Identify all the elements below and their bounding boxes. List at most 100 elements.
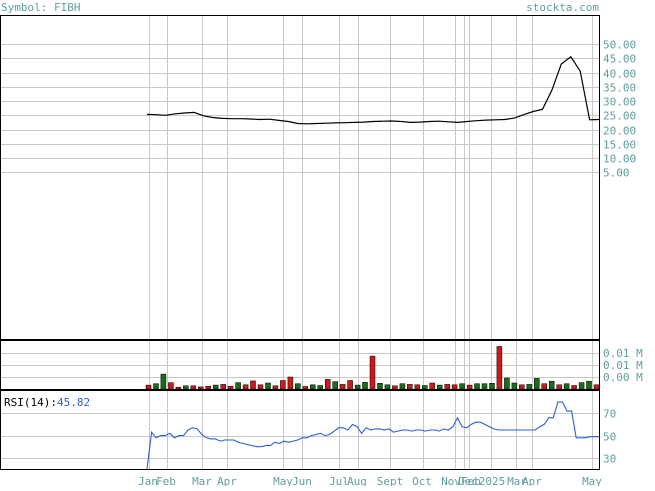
volume-bar — [519, 384, 525, 390]
x-tick-label: Apr — [522, 475, 542, 486]
volume-bar — [160, 373, 167, 390]
x-tick-label: Mar — [192, 475, 212, 486]
x-tick-label: Jan — [138, 475, 158, 486]
volume-bar — [153, 383, 159, 390]
volume-tick-label: 0.01 M — [603, 347, 643, 360]
volume-bar — [534, 378, 540, 390]
x-tick-label: Nov — [441, 475, 461, 486]
volume-bar — [526, 384, 533, 390]
volume-bar — [257, 384, 264, 390]
volume-bar — [339, 384, 346, 390]
volume-bar — [481, 383, 488, 390]
volume-bar — [556, 384, 562, 390]
volume-bar — [310, 384, 316, 390]
volume-bar — [362, 382, 368, 390]
volume-bar — [392, 385, 398, 390]
rsi-tick-label: 50 — [603, 431, 616, 444]
x-tick-label: Feb — [156, 475, 176, 486]
volume-bar — [377, 383, 383, 390]
volume-bar — [407, 384, 413, 390]
volume-bar — [466, 384, 473, 390]
rsi-panel — [146, 401, 599, 470]
volume-bar — [593, 384, 600, 390]
price-tick-label: 25.00 — [603, 110, 636, 123]
volume-bar — [168, 382, 174, 390]
volume-bar — [317, 385, 323, 390]
x-tick-label: Sept — [377, 475, 404, 486]
volume-bar — [220, 384, 226, 390]
price-panel-frame — [0, 15, 600, 340]
site-link[interactable]: stockta.com — [526, 1, 599, 14]
volume-bar — [272, 385, 279, 390]
volume-bar — [414, 384, 421, 390]
volume-bar — [541, 383, 547, 390]
volume-bar — [145, 384, 152, 390]
volume-bar — [511, 382, 518, 390]
volume-bar — [422, 385, 428, 390]
x-tick-label: Mar — [507, 475, 527, 486]
volume-bar — [183, 385, 189, 390]
volume-bar — [205, 385, 211, 390]
volume-bar — [571, 385, 577, 390]
volume-bar — [451, 384, 458, 390]
volume-bar — [354, 384, 361, 390]
x-tick-label: Jul — [329, 475, 349, 486]
volume-bar — [198, 386, 204, 390]
price-tick-label: 15.00 — [603, 139, 636, 152]
volume-bar — [399, 383, 406, 390]
volume-bar — [242, 384, 249, 390]
volume-bar — [548, 380, 555, 390]
volume-bar — [227, 385, 234, 390]
x-tick-label: May — [582, 475, 602, 486]
volume-bar — [332, 381, 338, 390]
rsi-label: RSI(14):45.82 — [4, 396, 90, 409]
volume-bar — [496, 346, 503, 390]
volume-bar — [459, 383, 465, 390]
label-layer: Symbol: FIBH stockta.com RSI(14):45.82 5… — [1, 1, 643, 488]
volume-bar — [175, 386, 182, 390]
volume-bar — [578, 382, 585, 390]
rsi-label-text: RSI(14): — [4, 396, 57, 409]
rsi-tick-label: 70 — [603, 408, 616, 421]
x-tick-label: Jun — [292, 475, 312, 486]
volume-bar — [190, 385, 197, 390]
volume-bar — [436, 384, 443, 390]
volume-bar — [504, 377, 510, 390]
price-line — [146, 55, 600, 125]
volume-panel-frame — [0, 340, 600, 390]
x-tick-label: May — [273, 475, 293, 486]
x-tick-label: Aug — [347, 475, 367, 486]
rsi-current-value: 45.82 — [57, 396, 90, 409]
volume-bar — [369, 355, 376, 390]
price-tick-label: 20.00 — [603, 125, 636, 138]
volume-bar — [474, 383, 480, 390]
price-tick-label: 40.00 — [603, 68, 636, 81]
price-tick-label: 35.00 — [603, 82, 636, 95]
volume-bar — [384, 384, 391, 390]
volume-bar — [324, 379, 331, 390]
price-tick-label: 10.00 — [603, 153, 636, 166]
volume-bar — [250, 380, 256, 390]
symbol-label: Symbol: FIBH — [1, 1, 80, 14]
volume-bar — [586, 380, 592, 390]
volume-bar — [489, 383, 495, 390]
rsi-panel-frame — [0, 390, 600, 470]
volume-bar — [563, 383, 570, 390]
volume-tick-label: 0.00 M — [603, 371, 643, 384]
panel-frames — [0, 15, 600, 470]
price-tick-label: 50.00 — [603, 39, 636, 52]
price-tick-label: 45.00 — [603, 53, 636, 66]
volume-bar — [302, 386, 309, 390]
volume-tick-label: 0.01 M — [603, 359, 643, 372]
volume-bar — [347, 380, 353, 390]
volume-panel — [145, 346, 600, 390]
volume-bar — [444, 384, 450, 390]
volume-bar — [212, 384, 219, 390]
rsi-tick-label: 30 — [603, 453, 616, 466]
price-panel — [146, 55, 600, 125]
volume-bar — [280, 380, 286, 390]
volume-bar — [429, 382, 435, 390]
